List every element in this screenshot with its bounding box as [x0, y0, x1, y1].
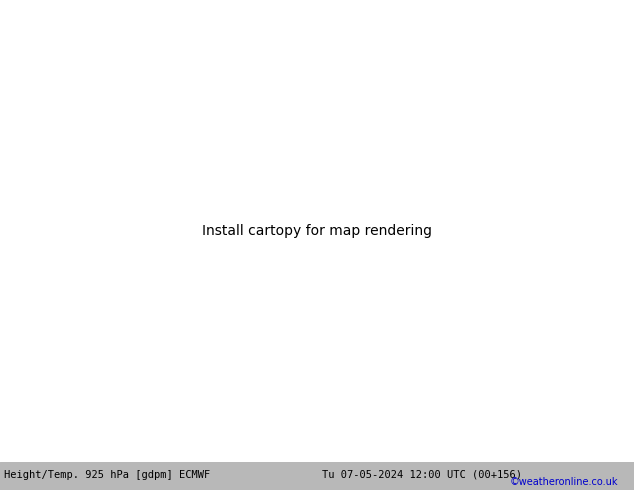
Text: Height/Temp. 925 hPa [gdpm] ECMWF: Height/Temp. 925 hPa [gdpm] ECMWF: [4, 470, 210, 480]
Text: ©weatheronline.co.uk: ©weatheronline.co.uk: [510, 477, 619, 487]
Text: Install cartopy for map rendering: Install cartopy for map rendering: [202, 224, 432, 238]
Text: Tu 07-05-2024 12:00 UTC (00+156): Tu 07-05-2024 12:00 UTC (00+156): [322, 470, 522, 480]
